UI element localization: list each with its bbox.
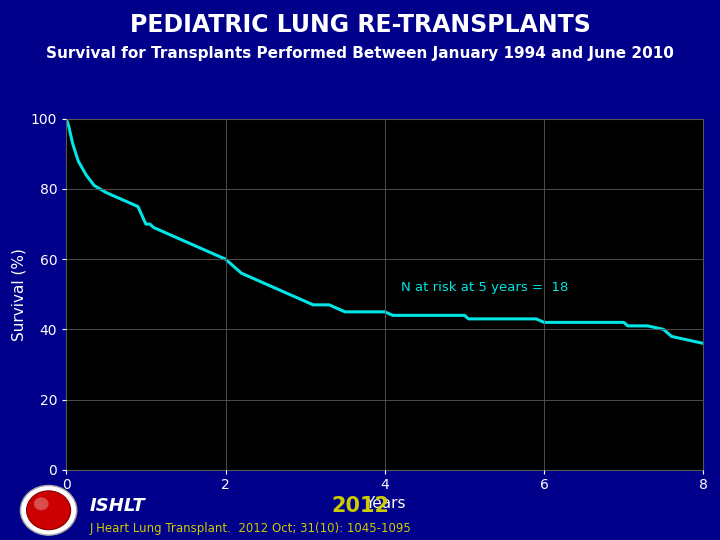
Text: N at risk at 5 years =  18: N at risk at 5 years = 18 — [401, 281, 568, 294]
Circle shape — [27, 491, 71, 530]
Circle shape — [34, 497, 49, 510]
Text: ISHLT: ISHLT — [90, 497, 145, 515]
Y-axis label: Survival (%): Survival (%) — [12, 248, 27, 341]
X-axis label: Years: Years — [364, 496, 405, 511]
Text: 2012: 2012 — [331, 496, 389, 516]
Text: Survival for Transplants Performed Between January 1994 and June 2010: Survival for Transplants Performed Betwe… — [46, 46, 674, 61]
Circle shape — [20, 485, 77, 535]
Text: PEDIATRIC LUNG RE-TRANSPLANTS: PEDIATRIC LUNG RE-TRANSPLANTS — [130, 14, 590, 37]
Text: J Heart Lung Transplant.  2012 Oct; 31(10): 1045-1095: J Heart Lung Transplant. 2012 Oct; 31(10… — [90, 522, 412, 535]
